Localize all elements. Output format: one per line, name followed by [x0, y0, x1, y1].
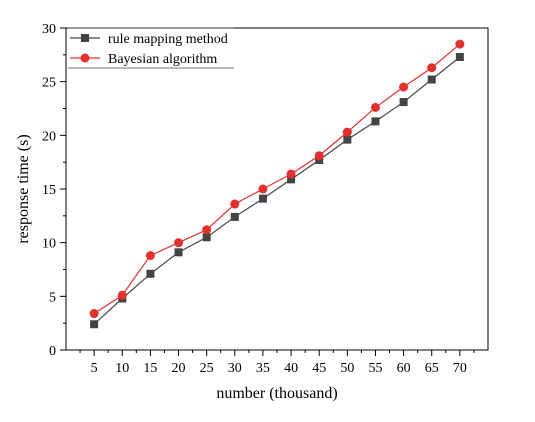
series-2 [89, 39, 465, 319]
series-1 [90, 52, 464, 329]
data-point-square [427, 75, 436, 84]
data-point-square [202, 233, 211, 242]
legend-label: Bayesian algorithm [108, 52, 217, 67]
x-tick-label: 35 [256, 361, 270, 376]
data-point-square [399, 98, 408, 107]
x-tick-label: 30 [228, 361, 242, 376]
x-tick-label: 5 [91, 361, 98, 376]
y-tick-label: 25 [42, 76, 56, 91]
x-tick-label: 40 [284, 361, 298, 376]
axes: 5 10 15 20 25 30 35 40 45 50 55 60 65 70 0 5 10 15 20 25 30 [42, 22, 489, 376]
y-tick-label: 0 [49, 344, 56, 359]
data-point-circle [174, 238, 184, 248]
data-point-circle [117, 290, 127, 300]
data-point-square [258, 194, 267, 203]
x-tick-label: 60 [397, 361, 411, 376]
data-point-circle [370, 102, 380, 112]
data-point-square [90, 320, 99, 329]
data-point-circle [89, 309, 99, 319]
data-point-circle [314, 151, 324, 161]
x-axis-title: number (thousand) [216, 385, 337, 402]
data-point-circle [342, 127, 352, 137]
data-point-square [287, 175, 296, 184]
data-point-circle [286, 169, 296, 179]
data-point-square [455, 52, 464, 61]
data-point-square [230, 212, 239, 221]
series-layer [89, 39, 465, 329]
data-point-square [343, 135, 352, 144]
x-tick-label: 50 [340, 361, 354, 376]
data-point-circle [455, 39, 465, 49]
series-line [93, 43, 461, 315]
x-tick-label: 65 [425, 361, 439, 376]
y-tick-label: 20 [42, 129, 56, 144]
data-point-square [146, 269, 155, 278]
data-point-circle [399, 82, 409, 92]
y-tick-label: 30 [42, 22, 56, 37]
legend: rule mapping method Bayesian algorithm [68, 27, 234, 69]
data-point-circle [145, 251, 155, 261]
data-point-square [371, 117, 380, 126]
x-tick-label: 45 [312, 361, 326, 376]
series-line [93, 56, 461, 325]
legend-marker-circle [80, 53, 90, 63]
x-tick-label: 20 [172, 361, 186, 376]
data-point-circle [230, 199, 240, 209]
legend-item: rule mapping method [70, 32, 228, 47]
x-tick-label: 70 [453, 361, 467, 376]
data-point-circle [202, 225, 212, 235]
legend-item: Bayesian algorithm [70, 52, 217, 67]
x-tick-label: 15 [143, 361, 157, 376]
y-tick-label: 10 [42, 237, 56, 252]
data-point-circle [427, 63, 437, 73]
x-tick-label: 25 [200, 361, 214, 376]
y-tick-label: 15 [42, 183, 56, 198]
y-axis-title: response time (s) [15, 134, 32, 243]
legend-marker-square [81, 34, 89, 42]
data-point-circle [258, 184, 268, 194]
x-tick-label: 10 [115, 361, 129, 376]
y-tick-label: 5 [49, 290, 56, 305]
legend-label: rule mapping method [108, 32, 228, 47]
data-point-square [174, 248, 183, 257]
x-tick-label: 55 [368, 361, 382, 376]
